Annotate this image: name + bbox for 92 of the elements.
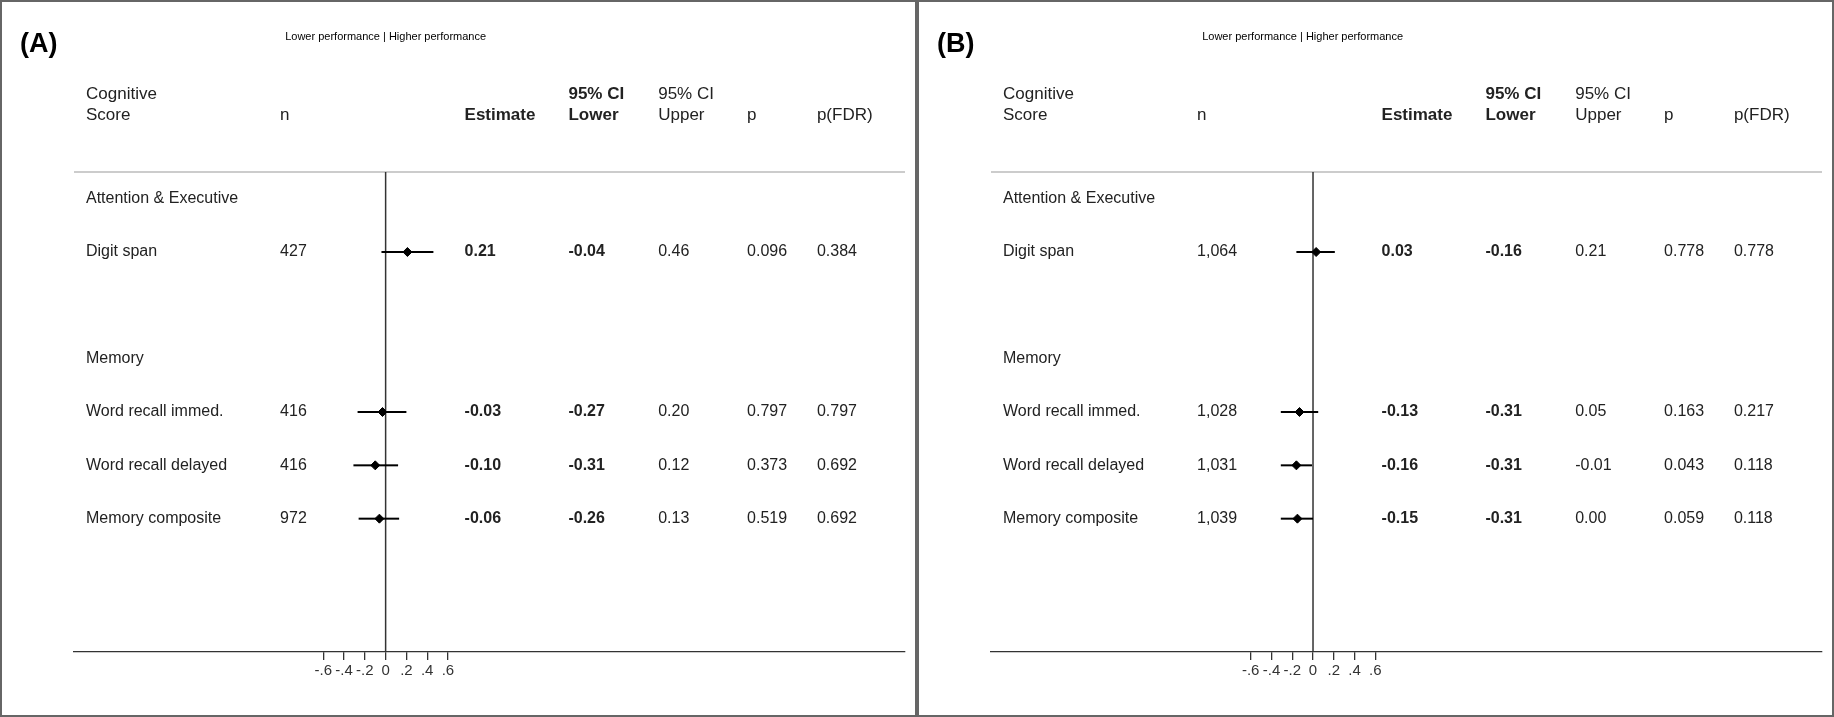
annotation: 0.03 (1381, 242, 1413, 260)
annotation: 0.519 (747, 509, 788, 527)
annotation: 427 (280, 242, 307, 260)
annotation: 0.778 (1664, 242, 1705, 260)
annotation: 0.692 (816, 509, 858, 527)
x-tick-label: -.6 (314, 661, 333, 679)
annotation: 0.118 (1733, 455, 1773, 473)
annotation: 1,028 (1197, 402, 1238, 420)
chart-title: (A) (20, 28, 58, 58)
annotation: 0.797 (747, 402, 788, 420)
x-tick-label: -.6 (1241, 661, 1260, 679)
text: 95% CI Lower (568, 84, 625, 124)
x-tick-label: -.2 (356, 661, 374, 679)
text: Estimate (464, 105, 536, 124)
annotation: 0.00 (1575, 509, 1607, 527)
chart-subtitle: Lower performance | Higher performance (285, 30, 487, 42)
annotation: -0.06 (464, 509, 502, 527)
annotation: 0.12 (658, 455, 690, 473)
annotation: 416 (280, 455, 307, 473)
y-tick-label: Word recall immed. (1003, 402, 1141, 420)
y-tick-label: Attention & Executive (86, 189, 239, 207)
annotation: -0.16 (1485, 242, 1523, 260)
y-tick-label: Word recall delayed (1003, 455, 1145, 473)
annotation: -0.10 (464, 455, 502, 473)
annotation: 0.05 (1575, 402, 1607, 420)
annotation: 0.373 (747, 455, 788, 473)
annotation: -0.01 (1575, 455, 1612, 473)
x-tick-label: -.2 (1283, 661, 1301, 679)
annotation: 416 (280, 402, 307, 420)
annotation: 0.21 (1575, 242, 1607, 260)
annotation: -0.26 (568, 509, 606, 527)
annotation: -0.13 (1381, 402, 1419, 420)
x-tick-label: .4 (1348, 661, 1361, 679)
annotation: -0.31 (1485, 509, 1523, 527)
annotation: -0.16 (1381, 455, 1419, 473)
y-axis-title: Cognitive Score (1003, 84, 1074, 124)
text: 95% CI Lower (1485, 84, 1542, 124)
y-tick-label: Memory composite (86, 509, 222, 527)
annotation: -0.15 (1381, 509, 1419, 527)
annotation: 1,064 (1197, 242, 1238, 260)
text: 95% CI Upper (658, 84, 714, 124)
text: 95% CI Upper (1575, 84, 1631, 124)
y-axis-title: Cognitive Score (86, 84, 157, 124)
annotation: -0.04 (568, 242, 606, 260)
x-tick-label: .4 (420, 661, 434, 679)
annotation: 1,031 (1197, 455, 1238, 473)
text: p(FDR) (816, 105, 873, 124)
x-tick-label: -.4 (1262, 661, 1281, 679)
annotation: -0.31 (568, 455, 606, 473)
x-tick-label: .6 (1369, 661, 1382, 679)
x-tick-label: .2 (400, 661, 413, 679)
annotation: 1,039 (1197, 509, 1238, 527)
annotation: 0.384 (816, 242, 858, 260)
text: p (1664, 105, 1674, 124)
annotation: 0.118 (1733, 509, 1773, 527)
annotation: 0.043 (1664, 455, 1705, 473)
text: n (1197, 105, 1207, 124)
annotation: 0.163 (1664, 402, 1705, 420)
y-tick-label: Digit span (86, 242, 158, 260)
annotation: -0.31 (1485, 455, 1523, 473)
annotation: 0.692 (816, 455, 858, 473)
y-tick-label: Memory composite (1003, 509, 1139, 527)
y-tick-label: Digit span (1003, 242, 1075, 260)
annotation: 0.46 (658, 242, 690, 260)
annotation: 0.217 (1733, 402, 1775, 420)
text: p(FDR) (1733, 105, 1790, 124)
y-tick-label: Memory (1003, 349, 1061, 367)
y-tick-label: Word recall immed. (86, 402, 224, 420)
text: p (747, 105, 757, 124)
annotation: 0.13 (658, 509, 690, 527)
annotation: 0.797 (816, 402, 858, 420)
x-tick-label: 0 (381, 661, 390, 679)
annotation: -0.31 (1485, 402, 1523, 420)
text: Estimate (1381, 105, 1453, 124)
annotation: 0.778 (1733, 242, 1775, 260)
annotation: 0.096 (747, 242, 788, 260)
y-tick-label: Memory (86, 349, 144, 367)
y-tick-label: Word recall delayed (86, 455, 228, 473)
annotation: 0.20 (658, 402, 690, 420)
x-tick-label: -.4 (335, 661, 353, 679)
annotation: 972 (280, 509, 307, 527)
x-tick-label: .2 (1327, 661, 1341, 679)
annotation: -0.03 (464, 402, 502, 420)
annotation: -0.27 (568, 402, 606, 420)
annotation: 0.059 (1664, 509, 1705, 527)
chart-title: (B) (937, 28, 975, 58)
x-tick-label: .6 (441, 661, 455, 679)
text: n (280, 105, 290, 124)
annotation: 0.21 (464, 242, 496, 260)
y-tick-label: Attention & Executive (1003, 189, 1156, 207)
chart-subtitle: Lower performance | Higher performance (1202, 30, 1404, 42)
x-tick-label: 0 (1308, 661, 1318, 679)
